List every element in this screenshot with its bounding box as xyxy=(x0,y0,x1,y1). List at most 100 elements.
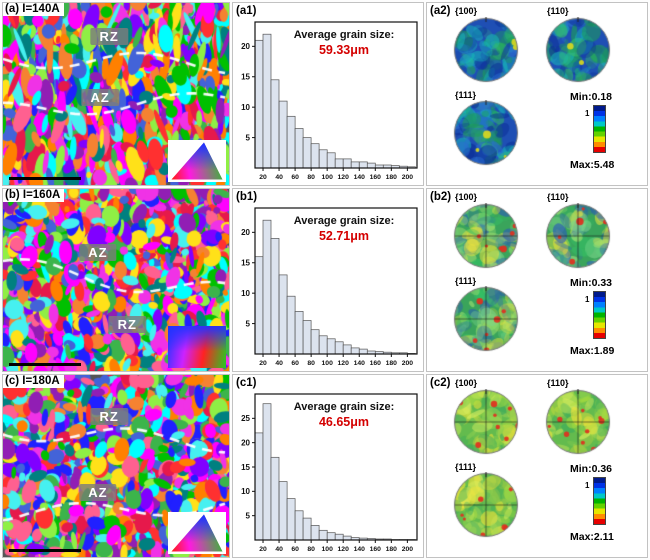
svg-text:100: 100 xyxy=(322,546,334,553)
histogram-panel: (c1) 5 10 15 20 25 20 40 60 80 100 120 140 160 180 200… xyxy=(232,374,424,558)
svg-text:80: 80 xyxy=(307,360,315,367)
panel-label: (b) I=160A xyxy=(3,189,65,202)
svg-text:20: 20 xyxy=(259,360,267,367)
pole-figure-111 xyxy=(453,100,519,166)
pole-figure-110 xyxy=(545,389,611,455)
pole-figure-100 xyxy=(453,17,519,83)
pole-figure-110 xyxy=(545,203,611,269)
average-grain-size-title: Average grain size: xyxy=(293,215,395,227)
colorbar-tick-label: 1 xyxy=(585,481,590,490)
pole-title-110: {110} xyxy=(547,378,569,388)
figure-row-c: (c) I=180A RZ AZ (c1) 5 10 15 20 25 20 40 60 80 1… xyxy=(2,374,648,558)
ebsd-map-panel: (b) I=160A AZ RZ xyxy=(2,188,230,372)
pole-title-110: {110} xyxy=(547,192,569,202)
colorbar xyxy=(593,105,606,153)
grain-size-histogram: 5 10 15 20 25 20 40 60 80 100 120 140 160 180 200 xyxy=(236,389,420,555)
pole-figure-panel: (c2) {100} {110} {111} Min:0.36 1 Max:2.… xyxy=(426,374,648,558)
average-grain-size-value: 46.65μm xyxy=(318,415,370,429)
ipf-triangle-icon xyxy=(171,514,223,552)
svg-text:120: 120 xyxy=(338,174,350,181)
colorbar-min-label: Min:0.33 xyxy=(570,277,613,289)
zone-label: RZ xyxy=(108,316,146,334)
svg-text:40: 40 xyxy=(275,360,283,367)
average-grain-size-title: Average grain size: xyxy=(293,29,395,41)
pole-figure-100 xyxy=(453,203,519,269)
svg-text:120: 120 xyxy=(338,360,350,367)
scale-bar xyxy=(9,549,81,552)
svg-text:20: 20 xyxy=(259,546,267,553)
average-grain-size-value: 52.71μm xyxy=(318,229,370,243)
svg-text:5: 5 xyxy=(246,133,251,142)
panel-label: (c) I=180A xyxy=(3,375,64,388)
svg-text:20: 20 xyxy=(241,439,250,448)
svg-text:60: 60 xyxy=(291,360,299,367)
svg-text:60: 60 xyxy=(291,546,299,553)
pole-title-100: {100} xyxy=(455,6,478,16)
pole-title-100: {100} xyxy=(455,192,478,202)
zone-label: RZ xyxy=(90,407,128,425)
figure-row-b: (b) I=160A AZ RZ (b1) 5 10 15 20 20 40 60 80 100… xyxy=(2,188,648,372)
svg-text:140: 140 xyxy=(354,360,366,367)
svg-text:5: 5 xyxy=(246,319,251,328)
average-grain-size-value: 59.33μm xyxy=(318,43,370,57)
pole-title-111: {111} xyxy=(455,90,477,100)
svg-text:20: 20 xyxy=(259,174,267,181)
panel-label: (c1) xyxy=(236,377,257,389)
svg-text:5: 5 xyxy=(246,512,251,521)
svg-text:200: 200 xyxy=(402,174,414,181)
svg-text:80: 80 xyxy=(307,546,315,553)
grain-size-histogram: 5 10 15 20 20 40 60 80 100 120 140 160 180 200 xyxy=(236,203,420,369)
pole-title-110: {110} xyxy=(547,6,569,16)
svg-text:180: 180 xyxy=(386,546,398,553)
svg-text:100: 100 xyxy=(322,174,334,181)
panel-label: (b2) xyxy=(430,191,452,203)
colorbar xyxy=(593,291,606,339)
colorbar-min-label: Min:0.18 xyxy=(570,91,613,103)
pole-figure-panel: (a2) {100} {110} {111} Min:0.18 1 Max:5.… xyxy=(426,2,648,186)
ebsd-map-panel: (c) I=180A RZ AZ xyxy=(2,374,230,558)
pole-figure-100 xyxy=(453,389,519,455)
colorbar-min-label: Min:0.36 xyxy=(570,463,613,475)
ipf-square-icon xyxy=(168,326,226,368)
ipf-color-key xyxy=(168,140,226,182)
svg-text:20: 20 xyxy=(241,228,250,237)
svg-text:10: 10 xyxy=(241,103,250,112)
pole-title-111: {111} xyxy=(455,462,477,472)
pole-figure-110 xyxy=(545,17,611,83)
zone-label: AZ xyxy=(79,484,117,502)
panel-label: (a1) xyxy=(236,5,257,17)
pole-figure-111 xyxy=(453,472,519,538)
svg-text:180: 180 xyxy=(386,360,398,367)
svg-text:15: 15 xyxy=(241,259,250,268)
colorbar-tick-label: 1 xyxy=(585,109,590,118)
pole-title-100: {100} xyxy=(455,378,478,388)
average-grain-size: Average grain size: 52.71μm xyxy=(273,215,415,243)
svg-text:40: 40 xyxy=(275,546,283,553)
colorbar-max-label: Max:1.89 xyxy=(570,345,615,357)
figure-row-a: (a) I=140A RZ AZ (a1) 5 10 15 20 20 40 60 80 100… xyxy=(2,2,648,186)
panel-label: (a2) xyxy=(430,5,451,17)
svg-text:120: 120 xyxy=(338,546,350,553)
svg-text:80: 80 xyxy=(307,174,315,181)
colorbar xyxy=(593,477,606,525)
colorbar-max-label: Max:2.11 xyxy=(570,531,614,543)
average-grain-size: Average grain size: 46.65μm xyxy=(273,401,415,429)
grain-size-histogram: 5 10 15 20 20 40 60 80 100 120 140 160 180 200 xyxy=(236,17,420,183)
ebsd-map-panel: (a) I=140A RZ AZ xyxy=(2,2,230,186)
svg-text:15: 15 xyxy=(241,463,250,472)
svg-text:15: 15 xyxy=(241,73,250,82)
scale-bar xyxy=(9,177,81,180)
zone-label: RZ xyxy=(90,28,128,46)
svg-text:180: 180 xyxy=(386,174,398,181)
panel-label: (a) I=140A xyxy=(3,3,64,16)
zone-label: AZ xyxy=(81,88,119,106)
zone-label: AZ xyxy=(79,243,117,261)
pole-figure-panel: (b2) {100} {110} {111} Min:0.33 1 Max:1.… xyxy=(426,188,648,372)
svg-text:200: 200 xyxy=(402,360,414,367)
svg-text:100: 100 xyxy=(322,360,334,367)
average-grain-size-title: Average grain size: xyxy=(293,401,395,413)
ipf-color-key xyxy=(168,326,226,368)
histogram-panel: (b1) 5 10 15 20 20 40 60 80 100 120 140 160 180 200 A… xyxy=(232,188,424,372)
svg-text:160: 160 xyxy=(370,546,382,553)
